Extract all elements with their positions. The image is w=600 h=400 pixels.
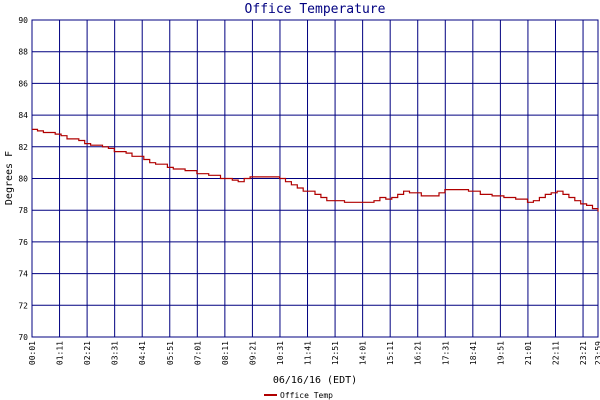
x-tick-label: 12:51 <box>331 341 340 365</box>
x-tick-label: 18:41 <box>469 341 478 365</box>
y-tick-label: 76 <box>18 238 28 247</box>
x-tick-label: 23:59 <box>594 341 600 365</box>
chart-title: Office Temperature <box>245 2 386 17</box>
x-tick-label: 19:51 <box>496 341 505 365</box>
x-tick-label: 15:11 <box>386 341 395 365</box>
x-tick-labels: 00:01 01:11 02:21 03:31 04:41 05:51 07:01 08:11… <box>28 341 600 365</box>
y-tick-label: 72 <box>18 301 28 310</box>
series-line-office-temp <box>32 128 599 212</box>
x-tick-label: 04:41 <box>138 341 147 365</box>
x-tick-label: 00:01 <box>28 341 37 365</box>
x-tick-label: 22:11 <box>551 341 560 365</box>
y-tick-label: 78 <box>18 206 28 215</box>
x-tick-label: 10:31 <box>276 341 285 365</box>
series-layer <box>32 128 599 212</box>
y-axis-label: Degrees F <box>4 151 15 205</box>
x-tick-label: 01:11 <box>56 341 65 365</box>
y-tick-label: 86 <box>18 79 28 88</box>
x-tick-label: 07:01 <box>193 341 202 365</box>
x-tick-label: 08:11 <box>221 341 230 365</box>
y-tick-label: 90 <box>18 16 28 25</box>
x-tick-label: 05:51 <box>166 341 175 365</box>
y-tick-label: 82 <box>18 143 28 152</box>
x-tick-label: 02:21 <box>83 341 92 365</box>
y-tick-label: 80 <box>18 175 28 184</box>
plot-frame <box>31 19 599 338</box>
y-tick-label: 70 <box>18 333 28 342</box>
y-tick-label: 84 <box>18 111 28 120</box>
x-tick-label: 09:21 <box>248 341 257 365</box>
x-tick-label: 16:21 <box>414 341 423 365</box>
legend-label-office-temp: Office Temp <box>280 391 333 400</box>
x-tick-label: 17:31 <box>441 341 450 365</box>
legend: Office Temp <box>264 391 333 400</box>
x-tick-label: 21:01 <box>524 341 533 365</box>
y-tick-label: 88 <box>18 48 28 57</box>
x-tick-label: 11:41 <box>304 341 313 365</box>
y-tick-label: 74 <box>18 270 28 279</box>
y-tick-labels: 70 72 74 76 78 80 82 84 86 88 90 <box>18 16 28 342</box>
x-tick-label: 03:31 <box>111 341 120 365</box>
x-axis-label: 06/16/16 (EDT) <box>273 375 357 386</box>
x-tick-label: 14:01 <box>359 341 368 365</box>
x-tick-label: 23:21 <box>579 341 588 365</box>
